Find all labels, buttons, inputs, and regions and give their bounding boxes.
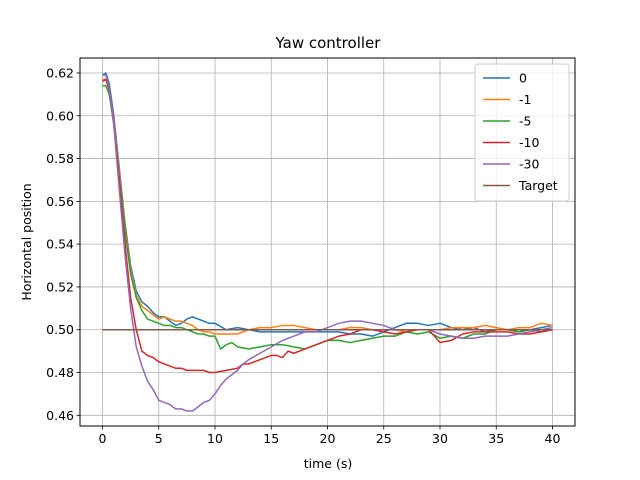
legend-label: -5 — [519, 114, 531, 129]
legend-label: -1 — [519, 92, 531, 107]
x-axis-label: time (s) — [304, 456, 352, 471]
x-tick-label: 15 — [263, 431, 279, 446]
legend-box — [474, 63, 570, 202]
axis-ticks: 0 5 10 15 20 25 30 35 40 0.46 0.48 0.50 0.52 0.54 0.56… — [46, 65, 560, 446]
x-tick-label: 35 — [488, 431, 504, 446]
y-axis-label: Horizontal position — [19, 183, 34, 300]
y-tick-label: 0.48 — [46, 365, 74, 380]
plot-lines — [102, 72, 553, 412]
y-tick-label: 0.50 — [46, 322, 74, 337]
series-line — [102, 72, 553, 337]
y-tick-label: 0.46 — [46, 408, 74, 423]
x-tick-label: 25 — [376, 431, 392, 446]
x-tick-label: 10 — [207, 431, 223, 446]
legend-label: -30 — [519, 157, 539, 172]
legend-label: -10 — [519, 135, 539, 150]
x-tick-label: 5 — [155, 431, 163, 446]
legend-label: 0 — [519, 71, 527, 86]
legend-label: Target — [518, 178, 558, 193]
series-line — [102, 78, 553, 374]
y-tick-label: 0.56 — [46, 194, 74, 209]
legend: 0 -1 -5 -10 -30 Target — [474, 63, 570, 202]
series-line — [102, 78, 553, 335]
y-tick-label: 0.54 — [46, 237, 74, 252]
chart-title: Yaw controller — [275, 34, 382, 52]
y-tick-label: 0.58 — [46, 151, 74, 166]
series-line — [102, 74, 553, 412]
x-tick-label: 30 — [432, 431, 448, 446]
y-tick-label: 0.52 — [46, 279, 74, 294]
x-tick-label: 0 — [99, 431, 107, 446]
x-tick-label: 20 — [320, 431, 336, 446]
y-tick-label: 0.60 — [46, 108, 74, 123]
x-tick-label: 40 — [545, 431, 561, 446]
y-tick-label: 0.62 — [46, 65, 74, 80]
